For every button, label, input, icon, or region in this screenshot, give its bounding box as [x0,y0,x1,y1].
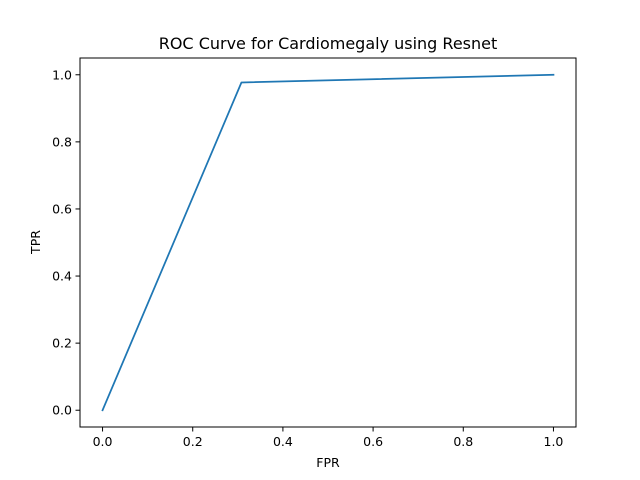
y-tick-label: 1.0 [52,67,72,82]
x-tick-label: 0.8 [453,434,473,449]
y-tick-label: 0.8 [52,134,72,149]
y-axis-label: TPR [28,230,43,255]
x-tick-label: 1.0 [544,434,564,449]
y-tick-label: 0.4 [52,269,72,284]
x-tick-label: 0.2 [183,434,203,449]
y-tick-label: 0.6 [52,201,72,216]
y-tick-label: 0.2 [52,336,72,351]
chart-title: ROC Curve for Cardiomegaly using Resnet [159,34,498,53]
x-tick-label: 0.4 [273,434,293,449]
x-tick-label: 0.6 [363,434,383,449]
x-axis-label: FPR [316,455,340,470]
y-tick-label: 0.0 [52,403,72,418]
series-layer [101,73,555,412]
x-tick-label: 0.0 [93,434,113,449]
roc-curve-line [101,73,555,412]
x-axis-ticks: 0.0 0.2 0.4 0.6 0.8 1.0 [93,427,564,449]
plot-frame [79,57,577,428]
plot-area [79,57,577,428]
y-axis-ticks: 0.0 0.2 0.4 0.6 0.8 1.0 [52,67,80,418]
